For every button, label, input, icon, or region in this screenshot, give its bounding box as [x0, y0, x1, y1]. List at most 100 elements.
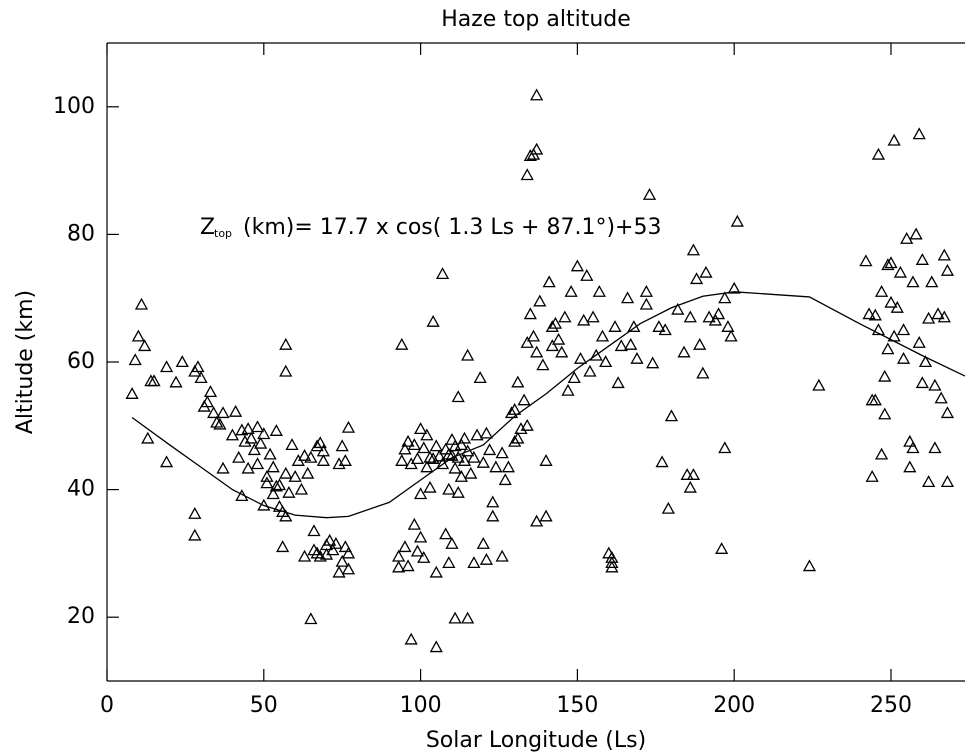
data-point: [442, 556, 456, 569]
data-point: [608, 320, 622, 332]
data-point: [903, 460, 917, 473]
data-point: [599, 355, 613, 368]
data-point: [216, 406, 230, 419]
data-point: [922, 311, 936, 324]
data-point: [272, 478, 287, 491]
data-point: [395, 454, 409, 466]
data-point: [445, 432, 459, 445]
data-point: [677, 345, 691, 358]
data-point: [520, 168, 534, 181]
data-point: [639, 284, 653, 297]
data-point: [467, 556, 481, 569]
data-point: [884, 295, 898, 308]
data-point: [279, 509, 293, 522]
data-point: [555, 345, 569, 358]
data-point: [191, 360, 205, 373]
data-point: [439, 527, 453, 540]
data-point: [533, 294, 547, 307]
data-point: [457, 431, 472, 444]
data-point: [297, 549, 312, 562]
data-point: [862, 307, 876, 320]
data-point: [915, 253, 929, 265]
data-point: [260, 476, 274, 489]
data-point: [874, 447, 889, 460]
data-point: [683, 480, 697, 493]
data-point: [269, 479, 283, 492]
data-point: [577, 313, 591, 326]
data-point: [583, 364, 597, 377]
data-point: [874, 284, 889, 297]
data-point: [269, 424, 283, 436]
data-point: [664, 409, 679, 422]
data-point: [451, 450, 465, 463]
data-point: [461, 444, 475, 457]
data-point: [395, 337, 409, 350]
data-point: [235, 489, 249, 502]
data-point: [915, 376, 929, 389]
fit-line: [131, 291, 965, 519]
data-point: [175, 355, 189, 368]
data-point: [718, 291, 732, 304]
data-point: [304, 450, 318, 463]
data-point: [871, 147, 886, 160]
data-point: [216, 461, 230, 474]
data-point: [548, 316, 563, 329]
data-point: [429, 565, 443, 578]
data-point: [410, 544, 425, 557]
data-point: [457, 454, 472, 466]
data-point: [279, 337, 293, 350]
data-point: [523, 307, 537, 320]
data-point: [332, 457, 346, 470]
data-point: [169, 375, 183, 388]
data-point: [812, 378, 826, 391]
data-point: [254, 436, 268, 449]
data-point: [250, 457, 265, 470]
data-point: [257, 498, 271, 511]
data-point: [605, 560, 619, 573]
data-point: [558, 310, 572, 323]
data-point: [900, 232, 914, 244]
annotation-symbol: Z: [200, 215, 215, 240]
data-point: [536, 358, 550, 371]
data-point: [655, 455, 669, 468]
x-tick-label: 100: [400, 693, 442, 718]
data-point: [467, 450, 481, 463]
data-point: [442, 482, 456, 495]
data-point: [896, 323, 911, 336]
x-tick-label: 150: [556, 693, 598, 718]
y-axis-label: Altitude (km): [13, 290, 38, 434]
data-point: [225, 428, 240, 441]
data-point: [266, 487, 280, 500]
data-point: [147, 374, 161, 387]
data-point: [893, 265, 908, 278]
x-tick-label: 250: [870, 693, 912, 718]
data-point: [922, 475, 936, 487]
data-point: [470, 428, 484, 441]
data-point: [539, 454, 553, 466]
data-point: [573, 351, 588, 364]
data-point: [313, 436, 327, 449]
data-point: [476, 455, 490, 468]
data-point: [699, 265, 713, 278]
data-point: [432, 449, 447, 462]
data-point: [213, 417, 227, 430]
data-point: [326, 543, 340, 556]
y-tick-label: 60: [67, 349, 95, 374]
data-point: [335, 439, 349, 452]
data-point: [194, 371, 208, 384]
data-point: [263, 447, 277, 460]
data-point: [448, 611, 462, 624]
data-point: [288, 470, 302, 482]
data-point: [646, 356, 660, 369]
data-point: [417, 441, 431, 454]
data-point: [188, 507, 202, 519]
data-point: [511, 375, 525, 388]
data-point: [401, 434, 415, 447]
data-point: [890, 300, 904, 313]
data-point: [878, 369, 892, 382]
data-point: [586, 310, 600, 323]
data-point: [639, 297, 653, 310]
data-point: [341, 546, 356, 559]
data-point: [482, 443, 497, 456]
data-point: [417, 551, 431, 563]
